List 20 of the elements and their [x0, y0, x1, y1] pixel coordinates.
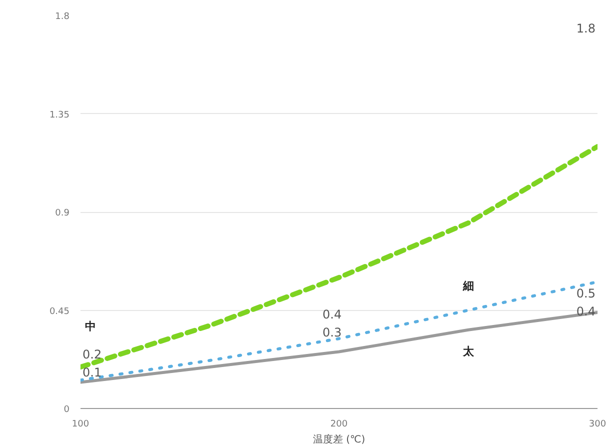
x-tick-label: 100: [72, 420, 90, 430]
annotation: 0.4: [576, 304, 596, 318]
text: 中: [85, 320, 96, 334]
series-label: 細: [462, 279, 474, 292]
annotation: 0.4: [322, 308, 342, 322]
y-tick-label: 0: [64, 405, 70, 415]
y-tick-label: 0.9: [55, 208, 70, 218]
annotation: 0.5: [576, 286, 596, 300]
y-tick-label: 0.45: [49, 306, 70, 317]
annotation: 0.3: [322, 326, 342, 340]
annotation: 0.1: [82, 366, 102, 380]
y-tick-label: 1.8: [55, 12, 70, 22]
line-series: [80, 280, 598, 382]
annotation: 0.2: [82, 348, 102, 362]
series-label: 太: [462, 344, 475, 358]
x-tick-label: 300: [588, 420, 606, 430]
x-tick-label: 200: [330, 420, 348, 430]
y-tick-label: 1.35: [49, 110, 70, 120]
x-axis-title: 温度差 (℃): [312, 434, 366, 446]
annotation: 1.8: [576, 22, 596, 36]
